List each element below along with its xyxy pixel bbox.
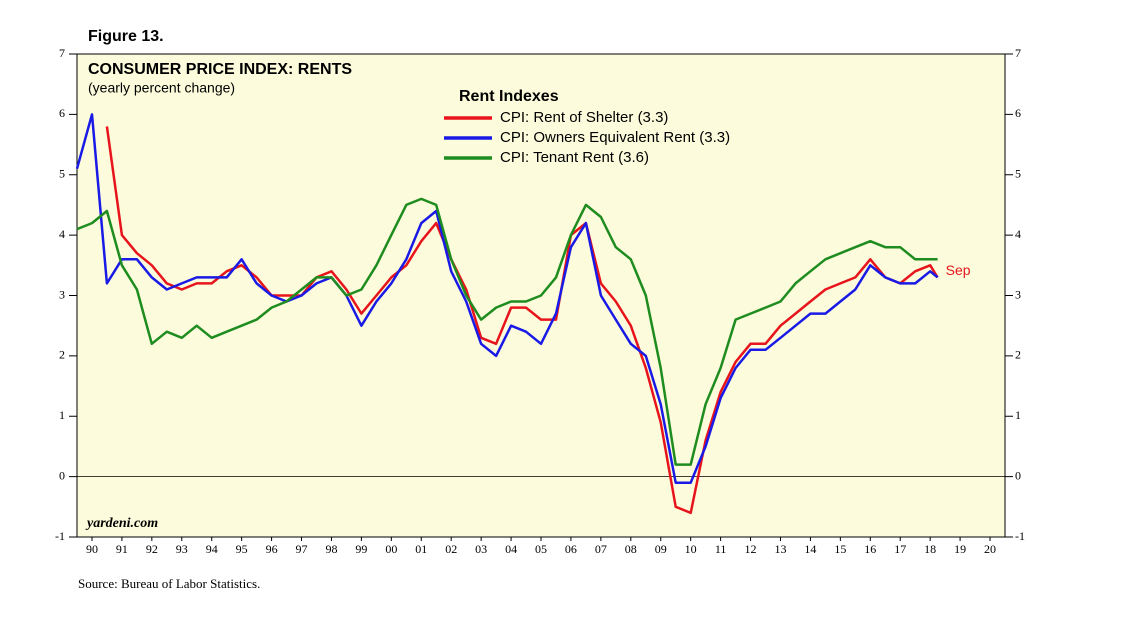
x-tick-label: 01 xyxy=(415,542,427,556)
y2-tick-label: 2 xyxy=(1015,348,1021,362)
y-tick-label: 2 xyxy=(59,348,65,362)
x-tick-label: 13 xyxy=(774,542,786,556)
y2-tick-label: 1 xyxy=(1015,408,1021,422)
x-tick-label: 07 xyxy=(595,542,607,556)
x-tick-label: 92 xyxy=(146,542,158,556)
x-tick-label: 96 xyxy=(266,542,278,556)
x-tick-label: 10 xyxy=(685,542,697,556)
x-tick-label: 94 xyxy=(206,542,218,556)
x-tick-label: 08 xyxy=(625,542,637,556)
x-tick-label: 02 xyxy=(445,542,457,556)
series-line xyxy=(75,113,939,484)
x-tick-label: 09 xyxy=(655,542,667,556)
x-tick-label: 12 xyxy=(745,542,757,556)
y-tick-label: 0 xyxy=(59,468,65,482)
y-tick-label: 7 xyxy=(59,46,65,60)
y-tick-label: 1 xyxy=(59,408,65,422)
x-tick-label: 17 xyxy=(894,542,906,556)
y2-tick-label: 0 xyxy=(1015,468,1021,482)
x-tick-label: 03 xyxy=(475,542,487,556)
x-tick-label: 05 xyxy=(535,542,547,556)
x-tick-label: 15 xyxy=(834,542,846,556)
x-tick-label: 11 xyxy=(715,542,727,556)
figure-label: Figure 13. xyxy=(88,28,164,45)
x-tick-label: 06 xyxy=(565,542,577,556)
y2-tick-label: 4 xyxy=(1015,227,1021,241)
y2-tick-label: 6 xyxy=(1015,106,1021,120)
watermark: yardeni.com xyxy=(85,516,158,531)
legend-title: Rent Indexes xyxy=(459,88,559,105)
x-tick-label: 20 xyxy=(984,542,996,556)
y2-tick-label: -1 xyxy=(1015,529,1025,543)
x-tick-label: 90 xyxy=(86,542,98,556)
chart-title: CONSUMER PRICE INDEX: RENTS xyxy=(88,61,352,78)
x-tick-label: 97 xyxy=(296,542,308,556)
x-tick-label: 14 xyxy=(804,542,816,556)
y-tick-label: 6 xyxy=(59,106,65,120)
x-tick-label: 19 xyxy=(954,542,966,556)
y-tick-label: -1 xyxy=(55,529,65,543)
y-tick-label: 3 xyxy=(59,287,65,301)
legend-label: CPI: Rent of Shelter (3.3) xyxy=(500,109,668,126)
y2-tick-label: 3 xyxy=(1015,287,1021,301)
source-note: Source: Bureau of Labor Statistics. xyxy=(78,576,260,591)
x-tick-label: 18 xyxy=(924,542,936,556)
x-tick-label: 91 xyxy=(116,542,128,556)
legend-label: CPI: Tenant Rent (3.6) xyxy=(500,149,649,166)
y2-tick-label: 7 xyxy=(1015,46,1021,60)
legend-label: CPI: Owners Equivalent Rent (3.3) xyxy=(500,129,730,146)
x-tick-label: 98 xyxy=(325,542,337,556)
x-tick-label: 00 xyxy=(385,542,397,556)
y-tick-label: 4 xyxy=(59,227,65,241)
x-tick-label: 99 xyxy=(355,542,367,556)
chart-subtitle: (yearly percent change) xyxy=(88,80,235,96)
x-tick-label: 93 xyxy=(176,542,188,556)
x-tick-label: 95 xyxy=(236,542,248,556)
y2-tick-label: 5 xyxy=(1015,167,1021,181)
series-line xyxy=(76,197,938,466)
x-tick-label: 04 xyxy=(505,542,517,556)
x-tick-label: 16 xyxy=(864,542,876,556)
annotation: Sep xyxy=(946,262,971,278)
y-tick-label: 5 xyxy=(59,167,65,181)
